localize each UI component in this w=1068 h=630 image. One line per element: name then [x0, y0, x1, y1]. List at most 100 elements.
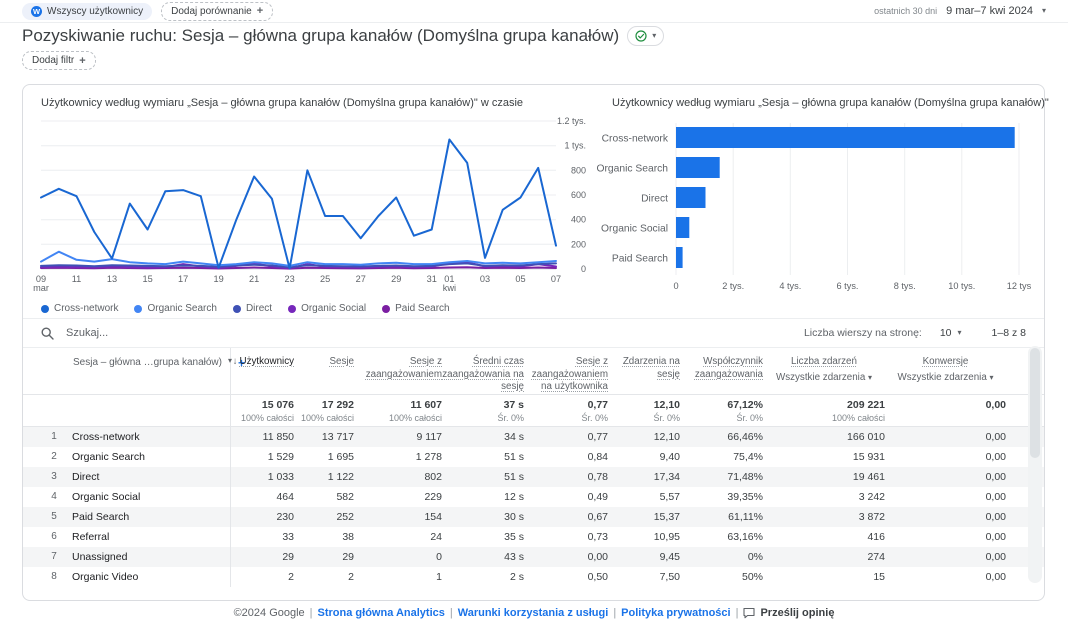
feedback-icon	[743, 607, 756, 619]
metric-value: 0,00	[985, 511, 1006, 524]
column-header[interactable]: Sesje	[294, 348, 354, 394]
metric-value: 464	[276, 491, 294, 504]
metric-value: 9,45	[659, 551, 680, 564]
column-header-label: Sesje z zaangażowaniem	[365, 356, 442, 380]
column-header-label: Sesje	[329, 356, 354, 367]
totals-sublabel: Śr. 0%	[497, 413, 524, 424]
metric-value: 29	[342, 551, 354, 564]
plus-icon: +	[79, 54, 86, 67]
rows-per-page-value: 10	[939, 327, 952, 339]
footer-link-terms[interactable]: Warunki korzystania z usługi	[457, 607, 609, 619]
plus-icon: +	[256, 5, 264, 17]
bar-chart[interactable]: 0 2 tys. 4 tys. 6 tys. 8 tys. 10 tys. 12 tys Cr…	[596, 117, 1032, 295]
report-card: Użytkownicy według wymiaru „Sesja – głów…	[22, 84, 1049, 601]
metric-value: 274	[867, 551, 885, 564]
svg-text:17: 17	[178, 274, 188, 284]
table-scrollbar[interactable]	[1028, 346, 1042, 583]
metric-value: 12,10	[653, 431, 680, 444]
metric-value: 0,77	[587, 431, 608, 444]
table-row: 7 Unassigned 29 29 0 43 s 0,00 9,45 0% 274 0,00	[23, 547, 1044, 568]
table-rows: 1 Cross-network 11 850 13 717 9 117 34 s 0,77 1…	[23, 427, 1044, 588]
svg-text:21: 21	[249, 274, 259, 284]
metric-value: 61,11%	[728, 511, 763, 524]
table-row: 6 Referral 33 38 24 35 s 0,73 10,95 63,16% 416 0,0…	[23, 527, 1044, 548]
column-header[interactable]: Średni czas zaangażowania na sesję	[442, 348, 524, 394]
channel-name: Organic Social	[67, 487, 231, 508]
table-row: 4 Organic Social 464 582 229 12 s 0,49 5,57 39,3…	[23, 487, 1044, 508]
chevron-down-icon: ▾	[652, 31, 657, 40]
column-header[interactable]: Sesje z zaangażowaniem na użytkownika	[524, 348, 608, 394]
scrollbar-thumb[interactable]	[1030, 348, 1040, 458]
svg-text:200: 200	[571, 239, 586, 249]
svg-text:10 tys.: 10 tys.	[948, 281, 975, 291]
totals-cell: 209 221 100% całości	[763, 395, 885, 426]
add-dimension-button[interactable]: +	[238, 356, 246, 370]
footer-link-analytics-home[interactable]: Strona główna Analytics	[317, 607, 445, 619]
totals-sublabel: 100% całości	[388, 413, 442, 424]
search-icon	[41, 326, 54, 340]
metric-value: 15,37	[653, 511, 680, 524]
svg-text:19: 19	[213, 274, 223, 284]
event-filter-dropdown[interactable]: Wszystkie zdarzenia ▾	[897, 371, 994, 383]
metric-value: 166 010	[847, 431, 885, 444]
totals-value: 11 607	[410, 399, 442, 412]
legend-item: Organic Search	[134, 303, 217, 314]
column-header[interactable]: ↓ Użytkownicy	[231, 348, 294, 394]
svg-text:8 tys.: 8 tys.	[894, 281, 916, 291]
send-feedback-button[interactable]: Prześlij opinię	[743, 607, 834, 619]
metric-value: 71,48%	[727, 471, 763, 484]
legend-dot	[232, 304, 241, 313]
svg-text:6 tys.: 6 tys.	[837, 281, 859, 291]
svg-text:0: 0	[673, 281, 678, 291]
metric-value: 33	[282, 531, 294, 544]
svg-text:27: 27	[356, 274, 366, 284]
chevron-down-icon: ▾	[957, 328, 962, 337]
rows-per-page-selector[interactable]: Liczba wierszy na stronę: 10 ▾	[804, 327, 962, 339]
channel-name: Unassigned	[67, 547, 231, 568]
date-range-selector[interactable]: ostatnich 30 dni 9 mar–7 kwi 2024 ▾	[874, 5, 1046, 17]
footer: ©2024 Google | Strona główna Analytics |…	[233, 607, 835, 619]
dimension-selector-label: Sesja – główna …grupa kanałów)	[73, 357, 222, 368]
metric-value: 12 s	[504, 491, 524, 504]
column-header[interactable]: Współczynnik zaangażowania	[680, 348, 763, 394]
metric-value: 30 s	[504, 511, 524, 524]
totals-cell: 17 292 100% całości	[294, 395, 354, 426]
add-filter-button[interactable]: Dodaj filtr +	[22, 51, 96, 70]
event-filter-dropdown[interactable]: Wszystkie zdarzenia ▾	[775, 371, 873, 383]
metric-value: 0,78	[587, 471, 608, 484]
column-header[interactable]: Liczba zdarzeń Wszystkie zdarzenia ▾	[763, 348, 885, 394]
footer-link-privacy[interactable]: Polityka prywatności	[621, 607, 731, 619]
metric-value: 0,00	[985, 531, 1006, 544]
svg-text:23: 23	[284, 274, 294, 284]
svg-text:07: 07	[551, 274, 561, 284]
table-toolbar: Liczba wierszy na stronę: 10 ▾ 1–8 z 8	[23, 318, 1044, 348]
svg-text:4 tys.: 4 tys.	[779, 281, 801, 291]
page-title: Pozyskiwanie ruchu: Sesja – główna grupa…	[22, 26, 620, 45]
totals-cell: 15 076 100% całości	[231, 395, 294, 426]
totals-sublabel: 100% całości	[240, 413, 294, 424]
metric-value: 1 695	[327, 451, 354, 464]
metric-value: 43 s	[504, 551, 524, 564]
report-status-badge[interactable]: ▾	[627, 26, 665, 46]
search-input[interactable]	[64, 326, 328, 340]
dimension-selector[interactable]: Sesja – główna …grupa kanałów) ▾ +	[41, 348, 245, 395]
chevron-down-icon: ▾	[868, 372, 873, 382]
send-feedback-label: Prześlij opinię	[760, 607, 835, 619]
metric-value: 66,46%	[727, 431, 763, 444]
svg-text:12 tys: 12 tys	[1007, 281, 1032, 291]
chevron-down-icon: ▾	[989, 372, 994, 382]
channel-name: Paid Search	[67, 507, 231, 528]
column-header[interactable]: Sesje z zaangażowaniem	[354, 348, 442, 394]
metric-value: 0,67	[587, 511, 608, 524]
column-header[interactable]: Zdarzenia na sesję	[608, 348, 680, 394]
column-header-label: Współczynnik zaangażowania	[694, 356, 763, 380]
svg-text:Cross-network: Cross-network	[602, 134, 669, 145]
totals-value: 37 s	[503, 399, 524, 412]
totals-value: 67,12%	[727, 399, 763, 412]
table-row: 3 Direct 1 033 1 122 802 51 s 0,78 17,34 71,48% 1…	[23, 467, 1044, 488]
add-comparison-button[interactable]: Dodaj porównanie +	[161, 1, 274, 21]
svg-text:1 tys.: 1 tys.	[564, 141, 586, 151]
column-header[interactable]: Konwersje Wszystkie zdarzenia ▾	[885, 348, 1006, 394]
audience-chip[interactable]: W Wszyscy użytkownicy	[22, 2, 153, 20]
